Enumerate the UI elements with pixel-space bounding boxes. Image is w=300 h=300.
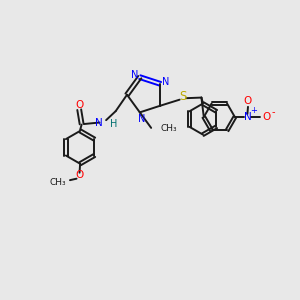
Text: N: N [244,112,251,122]
Text: H: H [110,119,117,129]
Text: O: O [75,100,83,110]
Text: O: O [244,97,252,106]
Text: N: N [131,70,139,80]
Text: O: O [262,112,270,122]
Text: N: N [95,118,103,128]
Text: -: - [272,106,275,117]
Text: S: S [179,90,187,103]
Text: CH₃: CH₃ [50,178,66,187]
Text: N: N [162,77,169,87]
Text: O: O [75,170,84,180]
Text: +: + [250,106,257,115]
Text: N: N [138,114,146,124]
Text: CH₃: CH₃ [161,124,177,133]
